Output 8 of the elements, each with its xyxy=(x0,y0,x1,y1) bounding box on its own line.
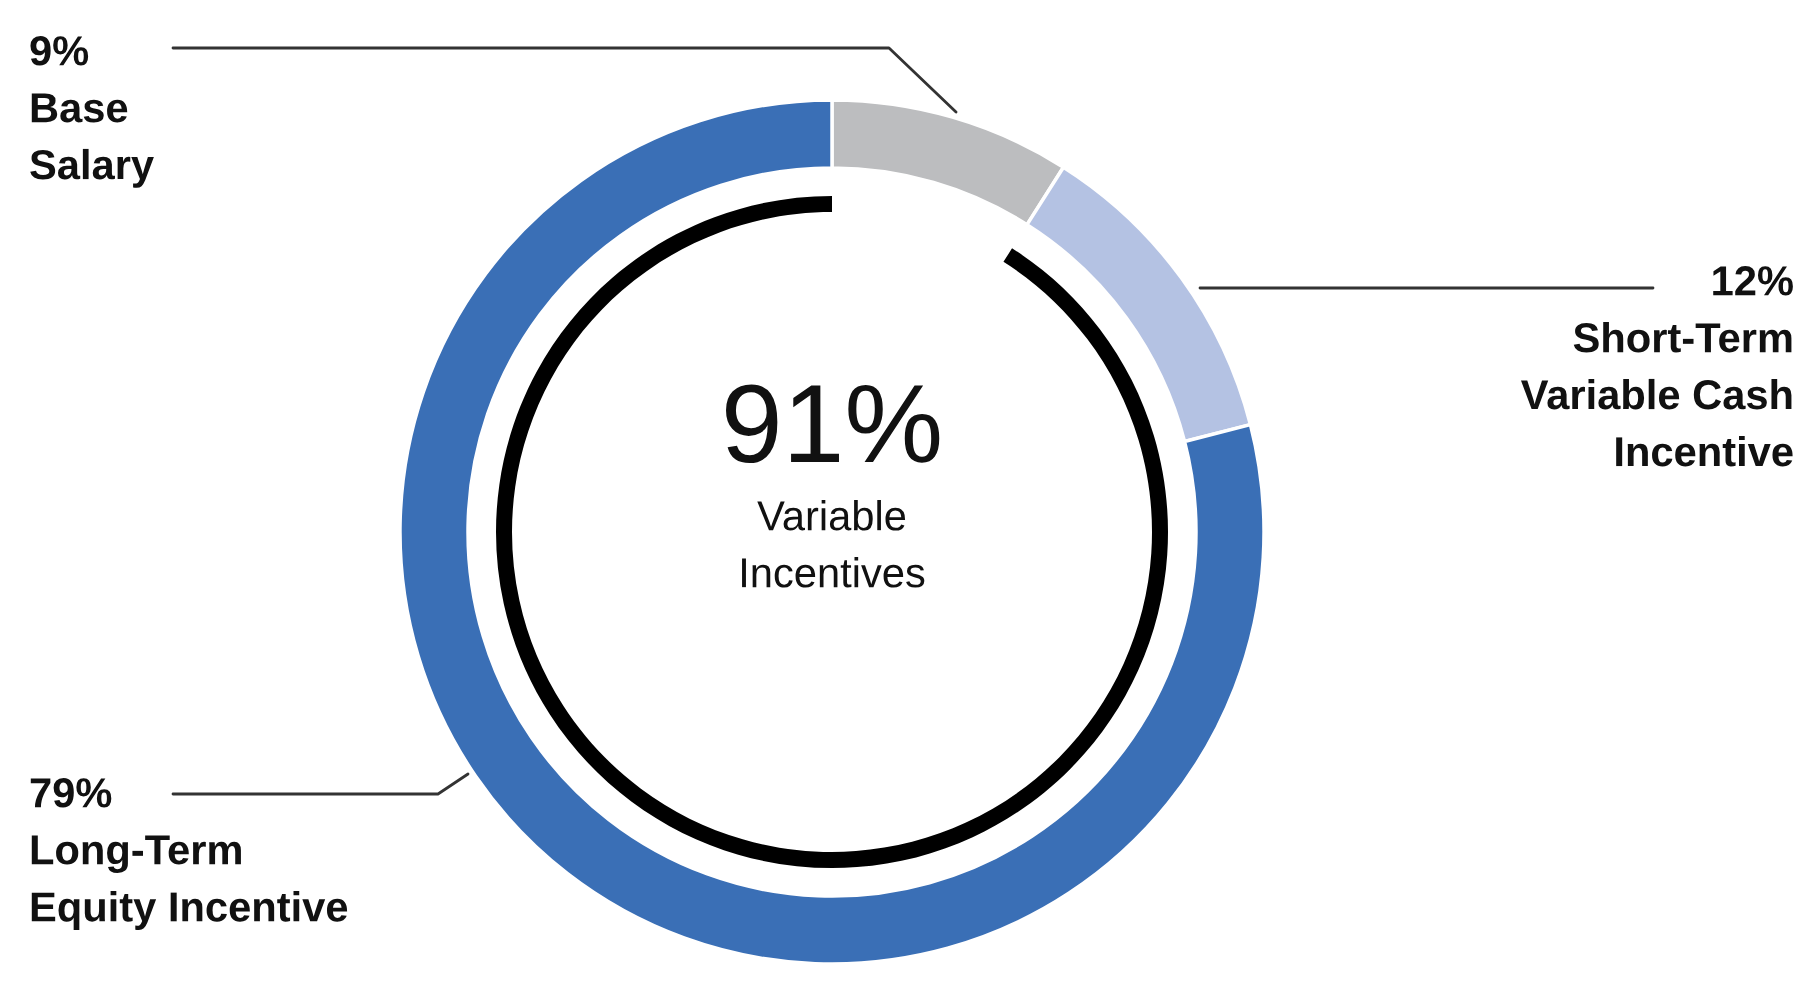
slice-label: Long-Term Equity Incentive xyxy=(31,835,348,930)
data-label: 12% xyxy=(1713,266,1793,296)
text: 91% xyxy=(726,384,940,464)
text: Variable Incentives xyxy=(742,500,925,588)
data-label: 9% xyxy=(30,36,89,66)
slice-label: Base Salary xyxy=(30,93,154,188)
data-label: 79% xyxy=(30,778,112,808)
slice-label: Short-Term Variable Cash Incentive xyxy=(1521,321,1793,467)
